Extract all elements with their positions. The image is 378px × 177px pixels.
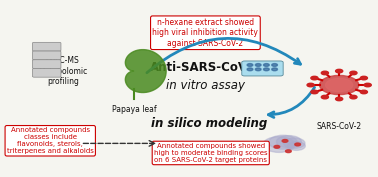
Text: Papaya leaf: Papaya leaf — [112, 105, 156, 114]
Text: in silico modeling: in silico modeling — [151, 117, 267, 130]
Circle shape — [274, 145, 280, 148]
Circle shape — [285, 150, 291, 153]
Text: UPLC-MS
Metabolomic
profiling: UPLC-MS Metabolomic profiling — [38, 56, 87, 86]
FancyBboxPatch shape — [33, 60, 61, 68]
Circle shape — [247, 68, 253, 71]
Circle shape — [364, 83, 371, 87]
FancyBboxPatch shape — [33, 51, 61, 60]
Circle shape — [272, 68, 277, 71]
FancyBboxPatch shape — [242, 61, 283, 76]
Circle shape — [263, 68, 269, 71]
Circle shape — [282, 139, 288, 142]
Polygon shape — [125, 50, 166, 93]
Circle shape — [247, 64, 253, 66]
Circle shape — [295, 143, 301, 146]
Text: Annotated compounds showed
high to moderate binding scores
on 6 SARS-CoV-2 targe: Annotated compounds showed high to moder… — [154, 143, 268, 163]
Circle shape — [311, 76, 318, 80]
Circle shape — [311, 90, 318, 94]
Text: SARS-CoV-2: SARS-CoV-2 — [317, 122, 362, 131]
Circle shape — [263, 64, 269, 66]
Text: Annotated compounds
classes include
flavonoids, sterols,
triterpenes and alkaloi: Annotated compounds classes include flav… — [7, 127, 94, 154]
Circle shape — [255, 64, 261, 66]
Text: Anti-SARS-CoV-2: Anti-SARS-CoV-2 — [150, 61, 260, 74]
Circle shape — [287, 142, 305, 150]
Circle shape — [360, 90, 367, 94]
Circle shape — [272, 64, 277, 66]
Circle shape — [321, 95, 328, 99]
Text: in vitro assay: in vitro assay — [166, 79, 245, 92]
Circle shape — [350, 71, 357, 75]
FancyBboxPatch shape — [33, 42, 61, 51]
Text: n-hexane extract showed
high viral inhibition activity
against SARS-CoV-2: n-hexane extract showed high viral inhib… — [152, 18, 258, 48]
Circle shape — [276, 136, 301, 148]
Circle shape — [325, 78, 353, 92]
Circle shape — [255, 68, 261, 71]
Circle shape — [360, 76, 367, 80]
Circle shape — [336, 69, 343, 73]
Circle shape — [350, 95, 357, 99]
Circle shape — [269, 135, 297, 149]
Circle shape — [319, 75, 359, 95]
FancyBboxPatch shape — [33, 68, 61, 77]
Circle shape — [284, 138, 305, 148]
Circle shape — [263, 137, 295, 152]
Circle shape — [321, 71, 328, 75]
Circle shape — [307, 83, 314, 87]
Circle shape — [336, 97, 343, 101]
